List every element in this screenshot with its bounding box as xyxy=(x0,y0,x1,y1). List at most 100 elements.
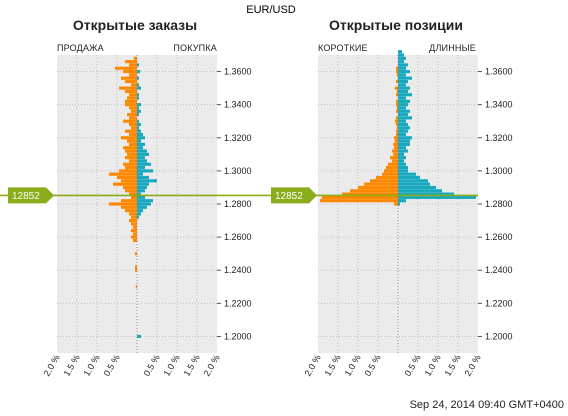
orders-bar-sell xyxy=(131,222,137,226)
orders-bar-buy xyxy=(137,69,141,74)
positions-bar-sell xyxy=(396,106,398,110)
orders-x-tick-label: 1.5 % xyxy=(182,353,202,378)
orders-bar-buy xyxy=(137,76,139,80)
orders-bar-sell xyxy=(123,185,137,190)
orders-bar-sell xyxy=(135,252,137,256)
positions-bar-sell xyxy=(396,69,398,74)
orders-bar-sell xyxy=(125,99,137,103)
orders-bar-buy xyxy=(137,86,141,90)
orders-bar-sell xyxy=(133,238,137,242)
current-price-text-positions: 12852 xyxy=(275,191,303,202)
orders-bar-sell xyxy=(129,116,137,120)
orders-bar-buy xyxy=(137,212,141,216)
positions-bar-buy xyxy=(398,172,416,176)
positions-bar-buy xyxy=(398,96,406,100)
positions-bar-buy xyxy=(398,93,412,97)
orders-bar-sell xyxy=(129,159,137,163)
orders-bar-sell xyxy=(131,195,137,199)
orders-bar-sell xyxy=(109,202,137,206)
positions-bar-sell xyxy=(396,66,398,70)
orders-bar-buy xyxy=(137,175,149,180)
orders-x-tick-label: 2.0 % xyxy=(42,353,62,378)
positions-bar-buy xyxy=(398,136,412,140)
positions-bar-sell xyxy=(396,126,398,130)
current-price-text-orders: 12852 xyxy=(12,191,40,202)
positions-bar-buy xyxy=(398,99,410,103)
positions-title: Открытые позиции xyxy=(329,17,463,33)
positions-bar-sell xyxy=(382,172,398,176)
orders-bar-buy xyxy=(137,119,139,123)
positions-bar-sell xyxy=(396,89,398,93)
orders-bar-sell xyxy=(119,169,137,173)
positions-x-tick-label: 0.5 % xyxy=(363,353,383,378)
orders-bar-sell xyxy=(125,79,137,84)
positions-bar-buy xyxy=(398,182,430,186)
positions-bar-sell xyxy=(392,159,398,163)
orders-bar-buy xyxy=(137,152,149,156)
orders-bar-sell xyxy=(125,60,137,64)
orders-bar-buy xyxy=(137,63,139,67)
orders-bar-sell xyxy=(121,205,137,209)
orders-bar-sell xyxy=(115,66,137,70)
positions-bar-buy xyxy=(398,53,404,57)
orders-bar-sell xyxy=(127,152,137,156)
orders-bar-buy xyxy=(137,179,157,183)
orders-bar-sell xyxy=(131,126,137,130)
positions-bar-buy xyxy=(398,156,406,160)
positions-bar-sell xyxy=(393,152,398,156)
orders-bar-buy xyxy=(137,113,139,117)
positions-bar-sell xyxy=(388,162,398,166)
orders-bar-sell xyxy=(129,106,137,110)
orders-bar-sell xyxy=(121,76,137,80)
orders-bar-buy xyxy=(137,93,139,97)
orders-bar-sell xyxy=(127,139,137,143)
orders-bar-buy xyxy=(137,195,145,199)
orders-bar-sell xyxy=(125,103,137,107)
positions-bar-buy xyxy=(398,106,406,110)
positions-bar-buy xyxy=(398,189,442,193)
positions-bar-buy xyxy=(398,50,402,54)
orders-bar-buy xyxy=(137,172,143,176)
orders-panel: Открытые заказы ПРОДАЖА ПОКУПКА 1.36001.… xyxy=(42,17,252,378)
positions-bar-sell xyxy=(396,116,398,120)
positions-bar-buy xyxy=(398,109,410,113)
orders-bar-buy xyxy=(137,156,145,160)
orders-bar-buy xyxy=(137,215,139,219)
positions-bar-buy xyxy=(398,152,404,156)
orders-y-tick-label: 1.2200 xyxy=(224,298,252,308)
orders-bar-sell xyxy=(129,73,137,77)
orders-bar-sell xyxy=(125,149,137,153)
positions-bar-sell xyxy=(396,93,398,97)
orders-bar-buy xyxy=(137,166,145,170)
positions-y-tick-label: 1.2400 xyxy=(485,265,513,275)
orders-x-tick-label: 0.5 % xyxy=(142,353,162,378)
orders-bar-sell xyxy=(133,56,137,60)
orders-x-axis: 2.0 % 1.5 % 1.0 % 0.5 % 0.5 % 1.0 % 1.5 % 2.0 % xyxy=(42,353,222,378)
orders-bar-sell xyxy=(131,235,137,239)
positions-bar-buy xyxy=(398,63,408,67)
orders-bar-buy xyxy=(137,129,141,133)
orders-bar-sell xyxy=(131,83,137,87)
orders-x-tick-label: 1.0 % xyxy=(82,353,102,378)
orders-bar-buy xyxy=(137,109,141,113)
positions-right-label: ДЛИННЫЕ xyxy=(429,43,476,53)
orders-bar-sell xyxy=(135,268,137,272)
orders-bar-sell xyxy=(127,113,137,117)
positions-bars xyxy=(320,50,476,353)
positions-bar-sell xyxy=(396,99,398,103)
orders-x-tick-label: 2.0 % xyxy=(202,353,222,378)
positions-y-tick-label: 1.3200 xyxy=(485,133,513,143)
orders-bar-sell xyxy=(125,209,137,213)
orders-bar-buy xyxy=(137,205,147,209)
positions-bar-buy xyxy=(398,162,406,166)
positions-bar-buy xyxy=(398,202,400,206)
positions-bar-buy xyxy=(398,149,408,153)
orders-bar-sell xyxy=(125,189,137,193)
positions-bar-buy xyxy=(398,56,406,60)
positions-x-axis: 2.0 % 1.5 % 1.0 % 0.5 % 0.5 % 1.0 % 1.5 % 2.0 % xyxy=(303,353,483,378)
positions-bar-sell xyxy=(396,129,398,133)
positions-bar-buy xyxy=(398,195,476,199)
positions-y-tick-label: 1.2800 xyxy=(485,199,513,209)
positions-bar-buy xyxy=(398,175,420,180)
symbol-label: EUR/USD xyxy=(246,4,296,16)
